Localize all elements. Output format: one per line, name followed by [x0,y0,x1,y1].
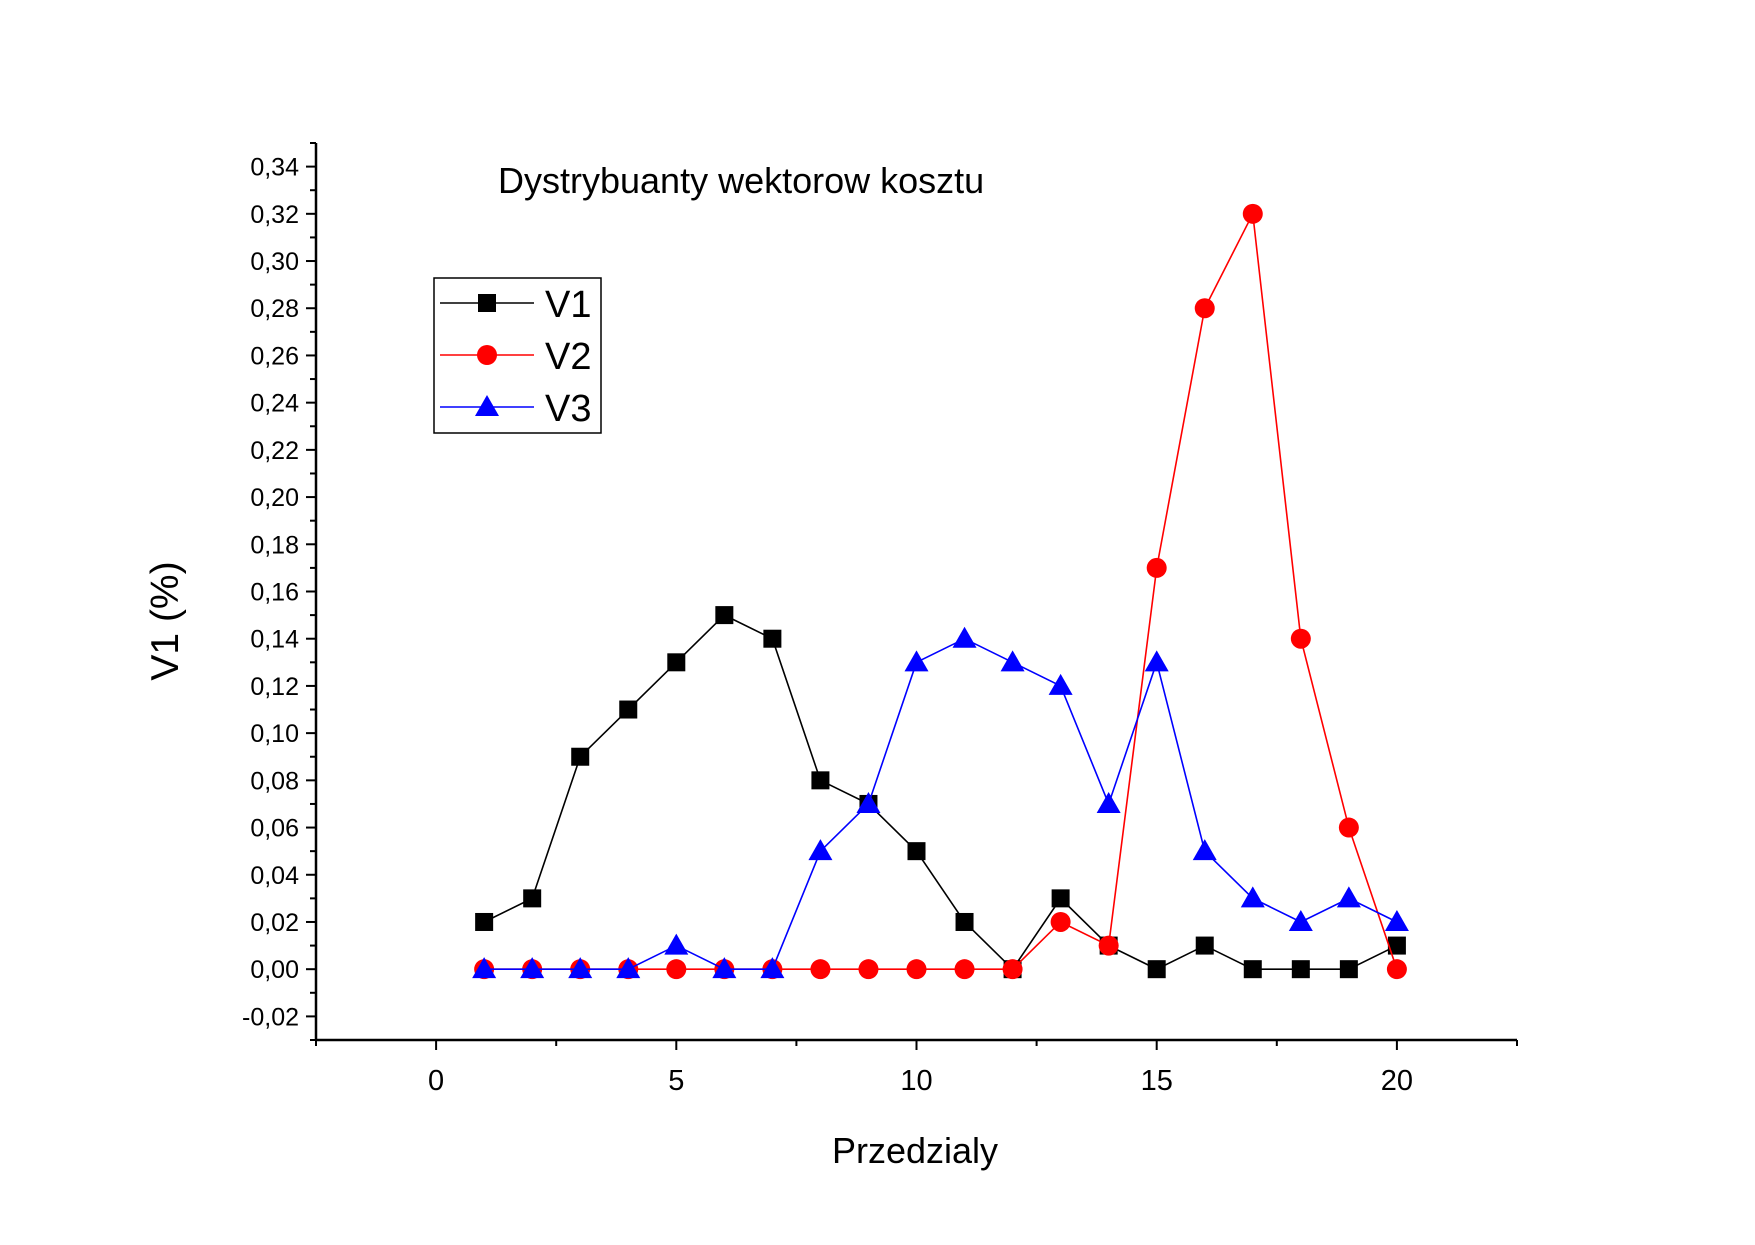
data-point-v1 [1339,960,1358,979]
data-point-v1 [907,842,926,861]
data-point-v3 [472,957,497,979]
data-point-v1 [1291,960,1310,979]
y-tick-label: 0,10 [250,720,299,748]
y-tick-label: 0,24 [250,390,299,418]
data-point-v1 [475,912,494,931]
x-axis-title: Przedzialy [832,1130,998,1171]
plot-area [472,203,1409,980]
y-tick-label: 0,28 [250,295,299,323]
y-tick-label: 0,04 [250,862,299,890]
y-tick-label: 0,08 [250,767,299,795]
data-point-v1 [1051,889,1070,908]
data-point-v1 [955,912,974,931]
y-tick-label: 0,22 [250,437,299,465]
data-point-v3 [1336,886,1361,908]
data-point-v2 [1194,298,1215,319]
data-point-v3 [952,626,977,648]
legend-marker-v2 [477,345,497,365]
chart-title: Dystrybuanty wektorow kosztu [498,160,984,201]
y-tick-label: 0,18 [250,531,299,559]
data-point-v3 [1144,650,1169,672]
series-v1 [475,606,1406,979]
data-point-v3 [616,957,641,979]
data-point-v3 [568,957,593,979]
legend: V1 V2 V3 [433,277,602,434]
x-tick-label: 20 [1381,1065,1413,1097]
data-point-v3 [712,957,737,979]
series-v3 [472,626,1409,979]
y-tick-label: 0,02 [250,909,299,937]
series-line-v1 [483,614,1398,971]
legend-marker-v3 [475,395,499,416]
legend-label-v3: V3 [545,388,591,430]
y-tick-label: 0,06 [250,815,299,843]
data-point-v3 [1192,839,1217,861]
y-tick-label: -0,02 [242,1003,299,1031]
data-point-v3 [856,791,881,813]
data-point-v2 [1098,935,1119,956]
data-point-v1 [1195,936,1214,955]
data-point-v3 [664,933,689,955]
data-point-v2 [1290,628,1311,649]
y-tick-label: 0,34 [250,154,299,182]
data-point-v2 [1386,959,1407,980]
data-point-v2 [858,959,879,980]
data-point-v3 [808,839,833,861]
series-line-v2 [484,211,1398,970]
x-tick-label: 5 [668,1065,684,1097]
y-tick-label: 0,00 [250,956,299,984]
y-tick-label: 0,32 [250,201,299,229]
axes: 0 5 10 15 20 -0,02 0,00 0,02 0,04 0,06 0,08 0,10 0,1… [242,142,1518,1097]
data-point-v3 [520,957,545,979]
data-point-v1 [715,606,734,625]
data-point-v1 [763,629,782,648]
data-point-v1 [523,889,542,908]
y-tick-label: 0,30 [250,248,299,276]
data-point-v1 [1243,960,1262,979]
data-point-v2 [810,959,831,980]
y-tick-label: 0,16 [250,579,299,607]
data-point-v1 [619,700,638,719]
data-point-v3 [1240,886,1265,908]
y-tick-label: 0,14 [250,626,299,654]
data-point-v3 [760,957,785,979]
data-point-v2 [1146,557,1167,578]
data-point-v3 [904,650,929,672]
legend-marker-v1 [478,294,496,312]
data-point-v2 [954,959,975,980]
data-point-v2 [666,959,687,980]
x-tick-label: 10 [900,1065,932,1097]
data-point-v1 [667,653,686,672]
data-point-v2 [1338,817,1359,838]
data-point-v1 [811,771,830,790]
data-point-v2 [1050,911,1071,932]
data-point-v3 [1048,673,1073,695]
data-point-v1 [1387,936,1406,955]
data-point-v1 [1147,960,1166,979]
y-tick-label: 0,26 [250,342,299,370]
legend-label-v1: V1 [545,284,591,326]
data-point-v3 [1384,909,1409,931]
y-tick-label: 0,20 [250,484,299,512]
data-point-v1 [571,747,590,766]
series-line-v3 [484,637,1398,970]
data-point-v3 [1288,909,1313,931]
data-point-v2 [1242,203,1263,224]
x-tick-label: 0 [428,1065,444,1097]
legend-label-v2: V2 [545,336,591,378]
data-point-v3 [1096,791,1121,813]
series-v2 [474,203,1407,980]
data-point-v2 [906,959,927,980]
data-point-v2 [1002,959,1023,980]
y-axis-title: V1 (%) [144,561,187,680]
y-tick-label: 0,12 [250,673,299,701]
x-tick-label: 15 [1141,1065,1173,1097]
data-point-v3 [1000,650,1025,672]
